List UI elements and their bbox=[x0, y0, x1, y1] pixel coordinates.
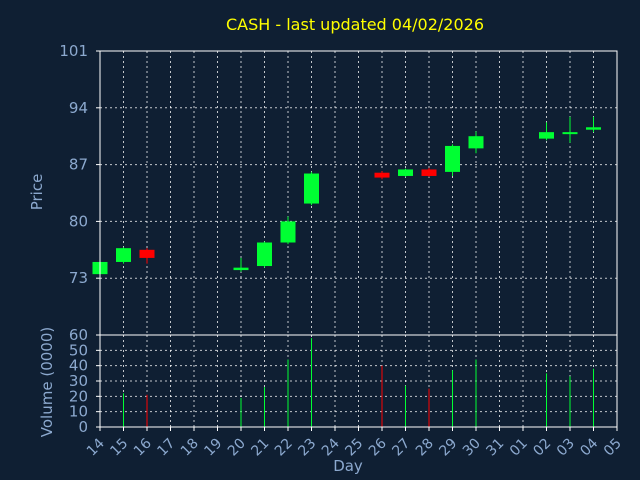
volume-tick-label: 0 bbox=[78, 418, 88, 436]
candle-30 bbox=[468, 131, 484, 154]
x-tick-label: 23 bbox=[295, 436, 319, 460]
candle-body bbox=[304, 173, 319, 204]
volume-tick-label: 10 bbox=[69, 403, 88, 421]
candle-body bbox=[280, 221, 296, 243]
price-axis-label: Price bbox=[28, 174, 46, 211]
volume-tick-label: 50 bbox=[69, 341, 88, 359]
x-tick-label: 17 bbox=[154, 436, 178, 460]
x-tick-label: 29 bbox=[436, 436, 460, 460]
volume-series bbox=[123, 338, 594, 427]
candle-body bbox=[374, 172, 390, 178]
volume-tick-label: 60 bbox=[69, 326, 88, 344]
x-tick-label: 19 bbox=[201, 436, 225, 460]
price-tick-label: 80 bbox=[69, 212, 88, 230]
x-tick-label: 31 bbox=[483, 436, 507, 460]
candle-body bbox=[468, 136, 484, 149]
x-tick-label: 30 bbox=[460, 436, 484, 460]
x-tick-label: 28 bbox=[413, 436, 437, 460]
plot-frame bbox=[99, 50, 618, 428]
grid-lines bbox=[96, 50, 618, 431]
volume-tick-label: 30 bbox=[69, 372, 88, 390]
candle-20 bbox=[233, 257, 249, 272]
tick-labels: 14 15 16 17 18 19 20 21 22 23 24 25 26 27 28 29 30 31 01 02… bbox=[59, 42, 624, 459]
x-tick-label: 25 bbox=[342, 436, 366, 460]
candle-body bbox=[139, 249, 155, 258]
x-tick-label: 14 bbox=[84, 435, 108, 459]
candle-body bbox=[116, 248, 131, 262]
x-tick-label: 04 bbox=[577, 435, 601, 459]
x-tick-label: 26 bbox=[366, 435, 390, 459]
x-tick-label: 16 bbox=[131, 435, 155, 459]
candle-22 bbox=[280, 216, 296, 245]
x-axis-label: Day bbox=[333, 457, 363, 475]
x-tick-label: 22 bbox=[272, 436, 296, 460]
candle-body bbox=[233, 267, 249, 271]
x-tick-label: 02 bbox=[530, 436, 554, 460]
price-tick-label: 101 bbox=[59, 42, 88, 60]
candle-04 bbox=[586, 116, 601, 133]
candle-15 bbox=[116, 247, 131, 264]
candle-body bbox=[421, 169, 437, 176]
x-tick-label: 15 bbox=[107, 436, 131, 460]
x-tick-label: 27 bbox=[389, 436, 413, 460]
price-tick-label: 73 bbox=[69, 269, 88, 287]
candle-21 bbox=[257, 241, 272, 268]
candle-26 bbox=[374, 171, 390, 180]
volume-tick-label: 40 bbox=[69, 357, 88, 375]
candle-body bbox=[445, 145, 460, 172]
candle-body bbox=[562, 132, 578, 135]
x-tick-label: 21 bbox=[248, 436, 272, 460]
candle-03 bbox=[562, 116, 578, 143]
x-tick-label: 20 bbox=[225, 436, 249, 460]
price-tick-label: 87 bbox=[69, 156, 88, 174]
candle-body bbox=[398, 169, 413, 176]
candle-body bbox=[257, 242, 272, 267]
candle-27 bbox=[398, 168, 413, 177]
candlestick-series bbox=[92, 116, 601, 275]
candle-16 bbox=[139, 248, 155, 264]
x-tick-label: 18 bbox=[178, 436, 202, 460]
candle-02 bbox=[539, 122, 554, 141]
candle-body bbox=[539, 132, 554, 139]
price-tick-label: 94 bbox=[69, 99, 88, 117]
candle-23 bbox=[304, 171, 319, 206]
candle-29 bbox=[445, 144, 460, 176]
candle-28 bbox=[421, 167, 437, 177]
volume-tick-label: 20 bbox=[69, 387, 88, 405]
candle-body bbox=[586, 127, 601, 130]
volume-axis-label: Volume (0000) bbox=[38, 327, 56, 437]
x-tick-label: 03 bbox=[554, 436, 578, 460]
chart-title: CASH - last updated 04/02/2026 bbox=[226, 15, 484, 34]
x-tick-label: 01 bbox=[507, 436, 531, 460]
x-tick-label: 24 bbox=[319, 435, 343, 459]
x-tick-label: 05 bbox=[601, 436, 625, 460]
volume-plot-frame bbox=[99, 334, 618, 428]
